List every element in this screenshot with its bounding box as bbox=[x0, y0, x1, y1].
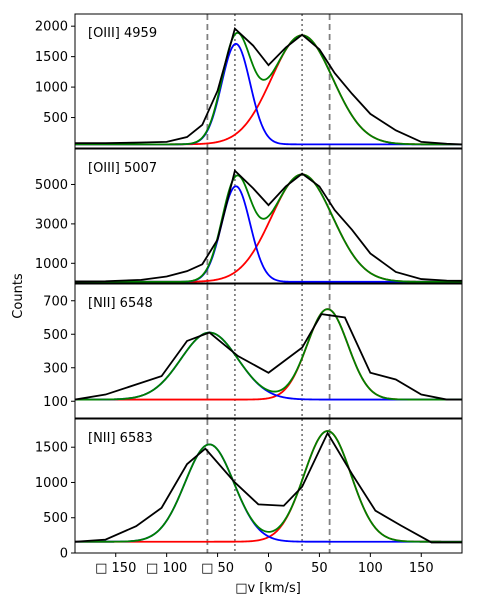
panel-plot-area bbox=[75, 149, 462, 283]
panel-label: [NII] 6583 bbox=[88, 431, 153, 446]
y-axis-label: Counts bbox=[11, 273, 26, 319]
total-fit-curve bbox=[75, 31, 462, 146]
panel-frame bbox=[74, 283, 463, 419]
x-tick-label: □ 50 bbox=[201, 561, 234, 576]
total-fit-curve bbox=[75, 430, 462, 543]
component-2-curve bbox=[75, 34, 462, 146]
y-tick-label: 100 bbox=[43, 395, 68, 410]
panel-label: [OIII] 5007 bbox=[88, 161, 157, 176]
panel-plot-area bbox=[75, 284, 462, 418]
total-fit-curve bbox=[75, 173, 462, 283]
y-tick-label: 1000 bbox=[35, 81, 68, 96]
x-tick-label: 150 bbox=[409, 561, 434, 576]
x-tick-label: 50 bbox=[311, 561, 328, 576]
y-tick-label: 5000 bbox=[35, 178, 68, 193]
data-line bbox=[75, 431, 462, 544]
panel-3: 100 300 500 700 [NII] 6548 bbox=[43, 283, 463, 419]
component-2-curve bbox=[75, 430, 462, 543]
x-tick-label: 0 bbox=[264, 561, 272, 576]
panel-label: [NII] 6548 bbox=[88, 296, 153, 311]
data-line bbox=[75, 26, 462, 146]
y-tick-label: 700 bbox=[43, 294, 68, 309]
y-tick-label: 300 bbox=[43, 361, 68, 376]
panel-2: 1000 3000 5000 [OIII] 5007 bbox=[35, 148, 463, 284]
component-1-curve bbox=[75, 42, 462, 146]
y-tick-label: 1000 bbox=[35, 476, 68, 491]
data-line bbox=[75, 168, 462, 283]
x-tick-label: □ 150 bbox=[95, 561, 136, 576]
y-tick-label: 500 bbox=[43, 511, 68, 526]
y-tick-label: 2000 bbox=[35, 20, 68, 35]
y-tick-label: 0 bbox=[60, 547, 68, 562]
x-axis-label: □v [km/s] bbox=[235, 581, 301, 596]
y-tick-label: 1500 bbox=[35, 50, 68, 65]
x-axis: □ 150 □ 100 □ 50 0 50 100 150 bbox=[95, 553, 434, 576]
y-tick-label: 500 bbox=[43, 111, 68, 126]
panel-plot-area bbox=[75, 14, 462, 148]
panel-4: 0 500 1000 1500 [NII] 6583 bbox=[35, 418, 463, 562]
panel-label: [OIII] 4959 bbox=[88, 26, 157, 41]
panel-1: 500 1000 1500 2000 [OIII] 4959 bbox=[35, 13, 463, 149]
total-fit-curve bbox=[75, 308, 462, 401]
y-tick-label: 3000 bbox=[35, 217, 68, 232]
x-tick-label: □ 100 bbox=[146, 561, 187, 576]
y-tick-label: 1000 bbox=[35, 257, 68, 272]
y-tick-label: 1500 bbox=[35, 441, 68, 456]
data-line bbox=[75, 313, 462, 401]
panel-plot-area bbox=[75, 419, 462, 553]
panel-frame bbox=[74, 13, 463, 149]
panel-frame bbox=[74, 148, 463, 284]
component-2-curve bbox=[75, 173, 462, 283]
x-tick-label: 100 bbox=[358, 561, 383, 576]
y-tick-label: 500 bbox=[43, 328, 68, 343]
component-1-curve bbox=[75, 185, 462, 283]
